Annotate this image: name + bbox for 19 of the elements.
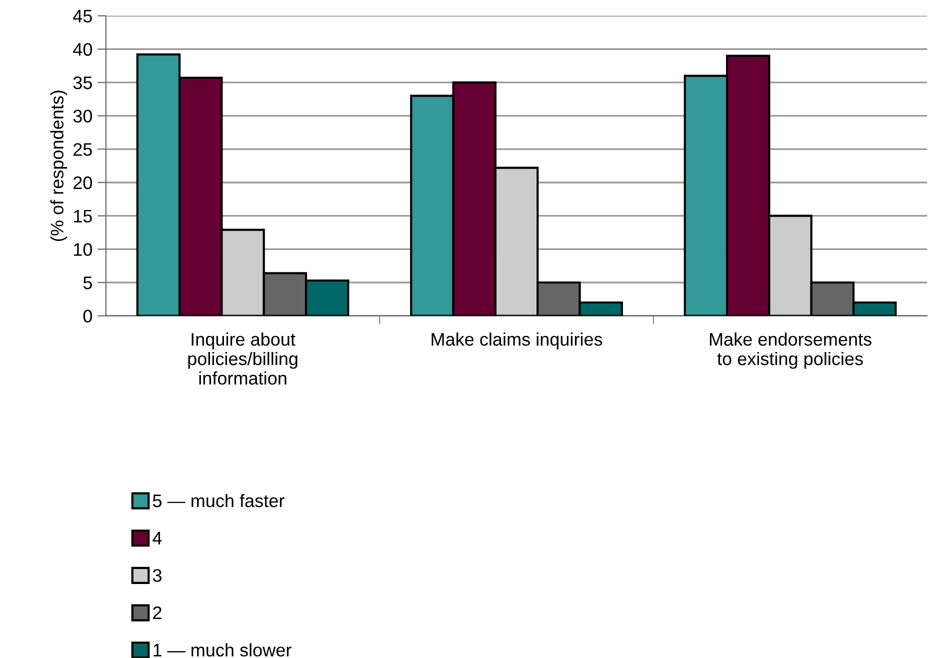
y-tick-label: 15 bbox=[74, 210, 92, 223]
legend-label: 3 bbox=[152, 569, 162, 582]
y-tick-label: 0 bbox=[83, 310, 92, 323]
y-tick-label: 5 bbox=[83, 276, 92, 290]
legend-label: 2 bbox=[153, 606, 162, 620]
legend-label: 4 bbox=[152, 532, 162, 544]
y-tick-label: 35 bbox=[73, 76, 92, 90]
y-axis-title: (% of respondents) bbox=[50, 90, 68, 241]
y-tick-label: 30 bbox=[73, 110, 92, 123]
y-tick-label: 10 bbox=[74, 243, 92, 256]
legend-label: 1 — much slower bbox=[154, 643, 292, 657]
y-tick-label: 40 bbox=[73, 43, 92, 56]
legend-label: 5 — much faster bbox=[152, 494, 284, 508]
y-tick-label: 25 bbox=[74, 143, 92, 156]
x-tick-label: Make claims inquiries bbox=[432, 332, 602, 350]
y-tick-label: 45 bbox=[73, 10, 92, 23]
y-tick-label: 20 bbox=[74, 176, 92, 190]
x-tick-label: Inquire about policies/billing information bbox=[188, 332, 298, 385]
x-tick-label: Make endorsements to existing policies bbox=[710, 332, 872, 369]
